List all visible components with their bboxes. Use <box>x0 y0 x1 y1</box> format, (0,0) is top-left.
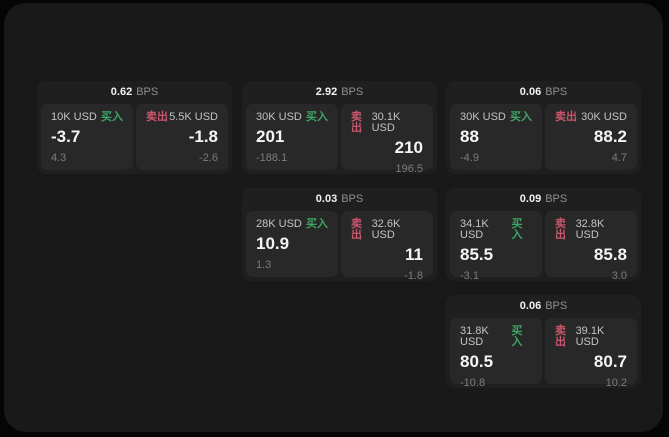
sell-price: 11 <box>405 245 423 264</box>
buy-price: 80.5 <box>460 352 494 371</box>
sell-change: 3.0 <box>611 269 627 282</box>
quote-card: 2.92 BPS 30K USD 买入 201 -188.1 卖出 30.1K … <box>242 81 437 174</box>
quote-card: 0.09 BPS 34.1K USD 买入 85.5 -3.1 卖出 32.8K… <box>446 188 641 281</box>
quote-card: 0.62 BPS 10K USD 买入 -3.7 4.3 卖出 5.5K USD… <box>37 81 232 174</box>
buy-price: 85.5 <box>460 245 494 264</box>
sell-label: 卖出 <box>555 111 577 123</box>
bps-unit: BPS <box>341 193 364 205</box>
sell-panel[interactable]: 卖出 32.6K USD 11 -1.8 <box>341 211 433 281</box>
sell-panel[interactable]: 卖出 39.1K USD 80.7 10.2 <box>545 318 637 388</box>
bps-header: 2.92 BPS <box>242 81 437 104</box>
buy-change: -4.9 <box>460 151 479 164</box>
buy-label: 买入 <box>306 218 328 230</box>
buy-price: 88 <box>460 127 479 146</box>
buy-size-label: 34.1K USD <box>460 218 489 241</box>
bps-value: 0.03 <box>315 193 338 205</box>
buy-change: 4.3 <box>51 151 67 164</box>
sell-price: 88.2 <box>593 127 627 146</box>
quote-card: 0.06 BPS 30K USD 买入 88 -4.9 卖出 30K USD 8… <box>446 81 641 174</box>
sell-size-label: 30.1K USD <box>371 111 401 134</box>
bps-header: 0.06 BPS <box>446 81 641 104</box>
sell-label: 卖出 <box>146 111 168 123</box>
bps-header: 0.62 BPS <box>37 81 232 104</box>
sell-size-label: 30K USD <box>581 111 627 123</box>
buy-label: 买入 <box>511 218 523 241</box>
sell-size-label: 39.1K USD <box>575 325 605 348</box>
sell-size-label: 32.6K USD <box>371 218 401 241</box>
buy-size-label: 31.8K USD <box>460 325 489 348</box>
bps-unit: BPS <box>341 86 364 98</box>
buy-change: -188.1 <box>256 151 288 164</box>
quote-card: 0.03 BPS 28K USD 买入 10.9 1.3 卖出 32.6K US… <box>242 188 437 281</box>
buy-label: 买入 <box>510 111 532 123</box>
buy-panel[interactable]: 34.1K USD 买入 85.5 -3.1 <box>450 211 542 281</box>
sell-change: 10.2 <box>605 376 627 389</box>
sell-label: 卖出 <box>351 218 362 241</box>
sell-label: 卖出 <box>351 111 362 134</box>
buy-price: -3.7 <box>51 127 81 146</box>
bps-header: 0.06 BPS <box>446 295 641 318</box>
buy-change: 1.3 <box>256 258 272 271</box>
sell-change: 4.7 <box>611 151 627 164</box>
buy-panel[interactable]: 30K USD 买入 201 -188.1 <box>246 104 338 170</box>
sell-size-label: 32.8K USD <box>575 218 605 241</box>
buy-panel[interactable]: 30K USD 买入 88 -4.9 <box>450 104 542 170</box>
buy-panel[interactable]: 28K USD 买入 10.9 1.3 <box>246 211 338 277</box>
bps-header: 0.09 BPS <box>446 188 641 211</box>
buy-size-label: 30K USD <box>460 111 506 123</box>
sell-panel[interactable]: 卖出 32.8K USD 85.8 3.0 <box>545 211 637 281</box>
bps-value: 0.62 <box>110 86 133 98</box>
buy-size-label: 10K USD <box>51 111 97 123</box>
sell-change: -2.6 <box>199 151 218 164</box>
buy-size-label: 28K USD <box>256 218 302 230</box>
bps-unit: BPS <box>545 86 568 98</box>
sell-panel[interactable]: 卖出 30.1K USD 210 196.5 <box>341 104 433 174</box>
buy-price: 10.9 <box>256 234 290 253</box>
sell-panel[interactable]: 卖出 5.5K USD -1.8 -2.6 <box>136 104 228 170</box>
buy-label: 买入 <box>101 111 123 123</box>
bps-value: 0.06 <box>519 300 542 312</box>
sell-panel[interactable]: 卖出 30K USD 88.2 4.7 <box>545 104 637 170</box>
buy-change: -10.8 <box>460 376 486 389</box>
bps-header: 0.03 BPS <box>242 188 437 211</box>
quote-card: 0.06 BPS 31.8K USD 买入 80.5 -10.8 卖出 39.1… <box>446 295 641 388</box>
buy-change: -3.1 <box>460 269 479 282</box>
bps-value: 0.06 <box>519 86 542 98</box>
sell-price: 210 <box>394 138 423 157</box>
bps-unit: BPS <box>545 300 568 312</box>
bps-unit: BPS <box>136 86 159 98</box>
sell-size-label: 5.5K USD <box>169 111 218 123</box>
sell-price: -1.8 <box>188 127 218 146</box>
sell-price: 85.8 <box>593 245 627 264</box>
sell-change: 196.5 <box>395 162 423 175</box>
buy-size-label: 30K USD <box>256 111 302 123</box>
buy-panel[interactable]: 10K USD 买入 -3.7 4.3 <box>41 104 133 170</box>
buy-label: 买入 <box>511 325 523 348</box>
sell-label: 卖出 <box>555 325 566 348</box>
app-window: 0.62 BPS 10K USD 买入 -3.7 4.3 卖出 5.5K USD… <box>4 3 663 432</box>
buy-label: 买入 <box>306 111 328 123</box>
bps-value: 2.92 <box>315 86 338 98</box>
buy-panel[interactable]: 31.8K USD 买入 80.5 -10.8 <box>450 318 542 388</box>
sell-price: 80.7 <box>593 352 627 371</box>
sell-change: -1.8 <box>404 269 423 282</box>
bps-value: 0.09 <box>519 193 542 205</box>
bps-unit: BPS <box>545 193 568 205</box>
sell-label: 卖出 <box>555 218 566 241</box>
buy-price: 201 <box>256 127 285 146</box>
